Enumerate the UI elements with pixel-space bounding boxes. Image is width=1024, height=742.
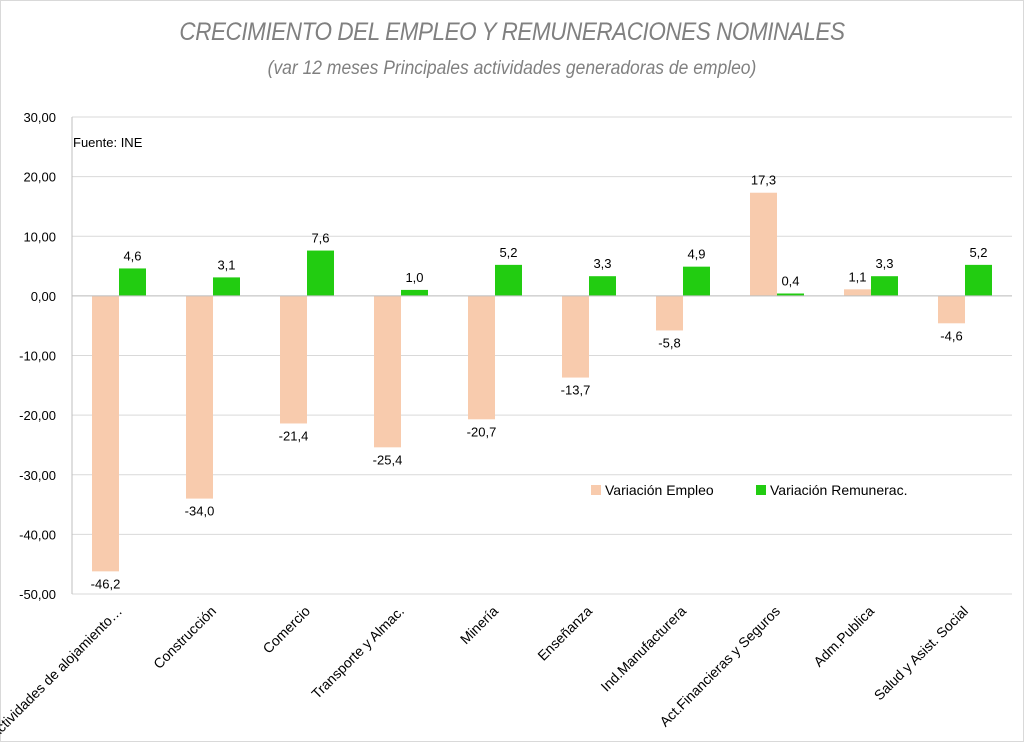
y-tick-label: 10,00 [23, 229, 56, 244]
source-note: Fuente: INE [73, 135, 143, 150]
data-label-remuneraciones: 5,2 [969, 245, 987, 260]
x-tick-label: Transporte y Almac. [308, 603, 407, 702]
bar-remuneraciones [213, 277, 240, 296]
data-label-empleo: -20,7 [467, 424, 497, 439]
y-tick-label: 20,00 [23, 170, 56, 185]
bar-remuneraciones [589, 276, 616, 296]
data-label-empleo: -25,4 [373, 452, 403, 467]
data-label-remuneraciones: 5,2 [499, 245, 517, 260]
bar-remuneraciones [965, 264, 992, 296]
y-tick-label: 0,00 [31, 289, 56, 304]
y-tick-label: -40,00 [19, 527, 56, 542]
x-tick-label: Salud y Asist. Social [871, 603, 971, 703]
bar-empleo [938, 295, 965, 324]
bar-remuneraciones [307, 250, 334, 296]
bar-remuneraciones [871, 276, 898, 296]
data-label-remuneraciones: 1,0 [405, 270, 423, 285]
x-tick-label: Adm.Publica [810, 603, 877, 670]
data-label-empleo: -46,2 [91, 576, 121, 591]
legend-label-remuneraciones: Variación Remunerac. [770, 482, 907, 498]
x-tick-label: Actividades de alojamiento… [0, 603, 125, 742]
y-tick-label: 30,00 [23, 110, 56, 125]
chart-title: CRECIMIENTO DEL EMPLEO Y REMUNERACIONES … [179, 18, 845, 46]
data-label-empleo: -4,6 [940, 328, 962, 343]
x-tick-label: Comercio [259, 603, 313, 657]
bar-empleo [562, 295, 589, 378]
data-label-remuneraciones: 3,3 [593, 256, 611, 271]
bar-remuneraciones [119, 268, 146, 296]
bar-empleo [186, 295, 213, 499]
data-label-empleo: -5,8 [658, 335, 680, 350]
x-tick-label: Ind.Manufacturera [597, 603, 689, 695]
x-tick-label: Construcción [150, 603, 219, 672]
bar-empleo [280, 295, 307, 424]
legend-swatch-empleo [591, 485, 601, 495]
bar-empleo [92, 295, 119, 572]
data-label-empleo: -34,0 [185, 504, 215, 519]
data-label-remuneraciones: 4,9 [687, 247, 705, 262]
y-tick-label: -50,00 [19, 587, 56, 602]
bar-empleo [468, 295, 495, 420]
y-tick-label: -10,00 [19, 349, 56, 364]
bar-remuneraciones [683, 266, 710, 296]
data-label-empleo: -21,4 [279, 428, 309, 443]
bar-empleo [374, 295, 401, 448]
x-tick-label: Minería [457, 603, 501, 647]
data-label-empleo: 1,1 [848, 269, 866, 284]
bar-empleo [750, 192, 777, 296]
data-label-empleo: -13,7 [561, 383, 591, 398]
data-label-remuneraciones: 7,6 [311, 231, 329, 246]
data-label-remuneraciones: 0,4 [781, 273, 799, 288]
bar-remuneraciones [777, 293, 804, 296]
bar-empleo [844, 289, 871, 296]
data-label-remuneraciones: 3,3 [875, 256, 893, 271]
x-tick-label: Enseñanza [534, 603, 595, 664]
data-label-remuneraciones: 3,1 [217, 257, 235, 272]
bar-remuneraciones [401, 289, 428, 296]
y-tick-label: -30,00 [19, 468, 56, 483]
y-tick-label: -20,00 [19, 408, 56, 423]
legend-swatch-remuneraciones [756, 485, 766, 495]
bar-empleo [656, 295, 683, 331]
chart-subtitle: (var 12 meses Principales actividades ge… [267, 58, 757, 79]
bar-remuneraciones [495, 264, 522, 296]
legend-label-empleo: Variación Empleo [605, 482, 714, 498]
data-label-remuneraciones: 4,6 [123, 248, 141, 263]
data-label-empleo: 17,3 [751, 173, 776, 188]
